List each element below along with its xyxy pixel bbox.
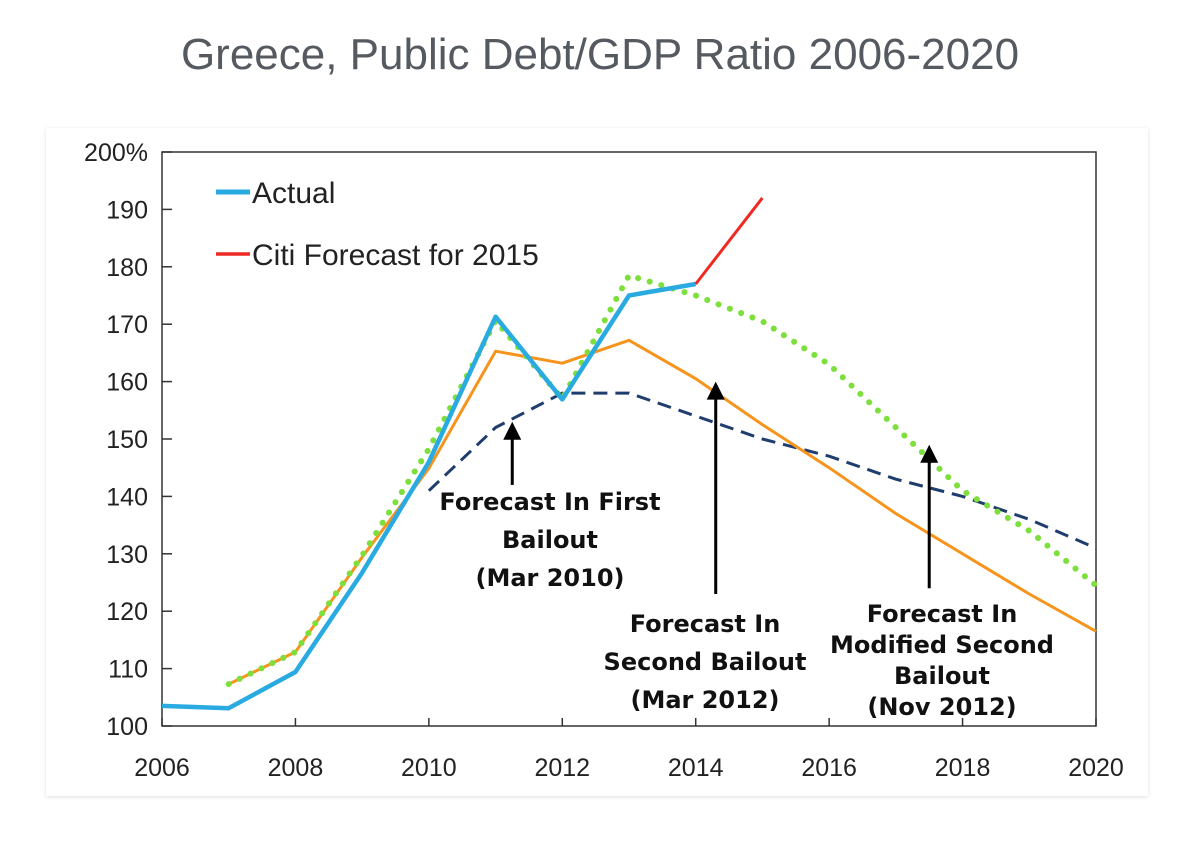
annotation-label: (Mar 2010) xyxy=(475,564,624,592)
x-tick-label: 2010 xyxy=(401,754,457,782)
chart-title: Greece, Public Debt/GDP Ratio 2006-2020 xyxy=(180,30,1020,79)
x-tick-label: 2020 xyxy=(1068,754,1124,782)
y-axis-ticks: 100 110 120 130 140 150 160 170 180 190 200% xyxy=(84,139,172,741)
annotation-label: Bailout xyxy=(894,662,990,690)
x-tick-label: 2008 xyxy=(268,754,324,782)
y-tick-label: 110 xyxy=(108,656,148,684)
y-tick-label: 140 xyxy=(106,483,148,511)
series-line-forecast-in-first-bailout-mar-2010 xyxy=(427,391,1097,550)
series-line-forecast-in-modified-second-bailout-nov-2012 xyxy=(225,272,1099,688)
y-tick-label: 120 xyxy=(106,598,148,626)
series-line-actual xyxy=(161,281,697,711)
annotation-label: Forecast In xyxy=(867,600,1018,628)
annotation-label: Forecast In First xyxy=(439,488,660,516)
y-tick-label: 180 xyxy=(106,254,148,282)
annotation-label: (Mar 2012) xyxy=(630,686,779,714)
legend: Actual Citi Forecast for 2015 xyxy=(216,177,539,272)
x-tick-label: 2006 xyxy=(134,754,190,782)
series-line-forecast-in-second-bailout-mar-2012 xyxy=(228,338,1097,686)
x-tick-label: 2018 xyxy=(935,754,991,782)
annotation-label: Modified Second xyxy=(830,631,1054,659)
annotation-label: Forecast In xyxy=(630,610,781,638)
annotation-arrow-head xyxy=(503,421,522,440)
annotation-arrow-head xyxy=(706,381,725,400)
annotation-label: (Nov 2012) xyxy=(867,693,1016,721)
annotation-label: Bailout xyxy=(502,526,598,554)
legend-label: Citi Forecast for 2015 xyxy=(252,239,539,272)
y-tick-label: 100 xyxy=(106,713,148,741)
x-tick-label: 2012 xyxy=(534,754,590,782)
legend-label: Actual xyxy=(252,177,335,210)
annotation-label: Second Bailout xyxy=(604,648,807,676)
y-tick-label: 130 xyxy=(106,541,148,569)
series-line-citi-forecast-for-2015 xyxy=(694,196,764,285)
x-axis-ticks: 2006 2008 2010 2012 2014 2016 2018 2020 xyxy=(134,718,1124,782)
x-tick-label: 2016 xyxy=(801,754,857,782)
y-tick-label: 150 xyxy=(106,426,148,454)
annotation-arrow-head xyxy=(920,444,939,463)
y-tick-label: 200% xyxy=(84,139,148,167)
x-tick-label: 2014 xyxy=(668,754,724,782)
series-layer xyxy=(161,196,1099,711)
y-tick-label: 160 xyxy=(106,369,148,397)
y-tick-label: 190 xyxy=(106,196,148,224)
y-tick-label: 170 xyxy=(106,311,148,339)
